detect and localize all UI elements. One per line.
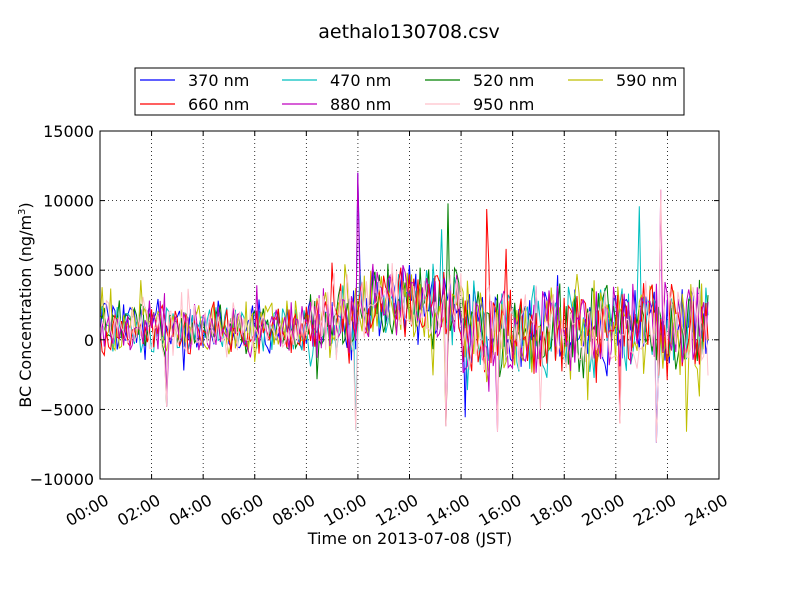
y-axis-label-close: ) (16, 202, 35, 208)
y-axis-label-main: BC Concentration (ng/m (16, 215, 35, 408)
y-axis-label-superscript: 3 (17, 209, 28, 215)
chart-title: aethalo130708.csv (318, 21, 500, 43)
series-layer (99, 172, 709, 443)
y-tick-label: 0 (84, 331, 94, 350)
legend-label: 950 nm (473, 95, 534, 114)
legend-label: 370 nm (188, 71, 249, 90)
legend-label: 880 nm (330, 95, 391, 114)
x-axis-label: Time on 2013-07-08 (JST) (307, 529, 512, 548)
y-tick-label: 10000 (43, 192, 94, 211)
legend-label: 590 nm (616, 71, 677, 90)
y-tick-label: −10000 (30, 470, 94, 489)
legend-label: 660 nm (188, 95, 249, 114)
legend: 370 nm 470 nm 520 nm 590 nm 660 nm 880 nm 950 … (134, 67, 685, 116)
series-line-950-nm (99, 189, 709, 443)
y-tick-label: −5000 (40, 400, 94, 419)
y-tick-label: 5000 (53, 261, 94, 280)
y-tick-labels: −10000 −5000 0 5000 10000 15000 (30, 122, 94, 489)
y-tick-label: 15000 (43, 122, 94, 141)
series-line-660-nm (99, 208, 709, 424)
legend-label: 470 nm (330, 71, 391, 90)
axis-ticks (99, 130, 720, 480)
y-axis-label: BC Concentration (ng/m3) (16, 202, 35, 407)
legend-frame (134, 67, 685, 116)
legend-label: 520 nm (473, 71, 534, 90)
